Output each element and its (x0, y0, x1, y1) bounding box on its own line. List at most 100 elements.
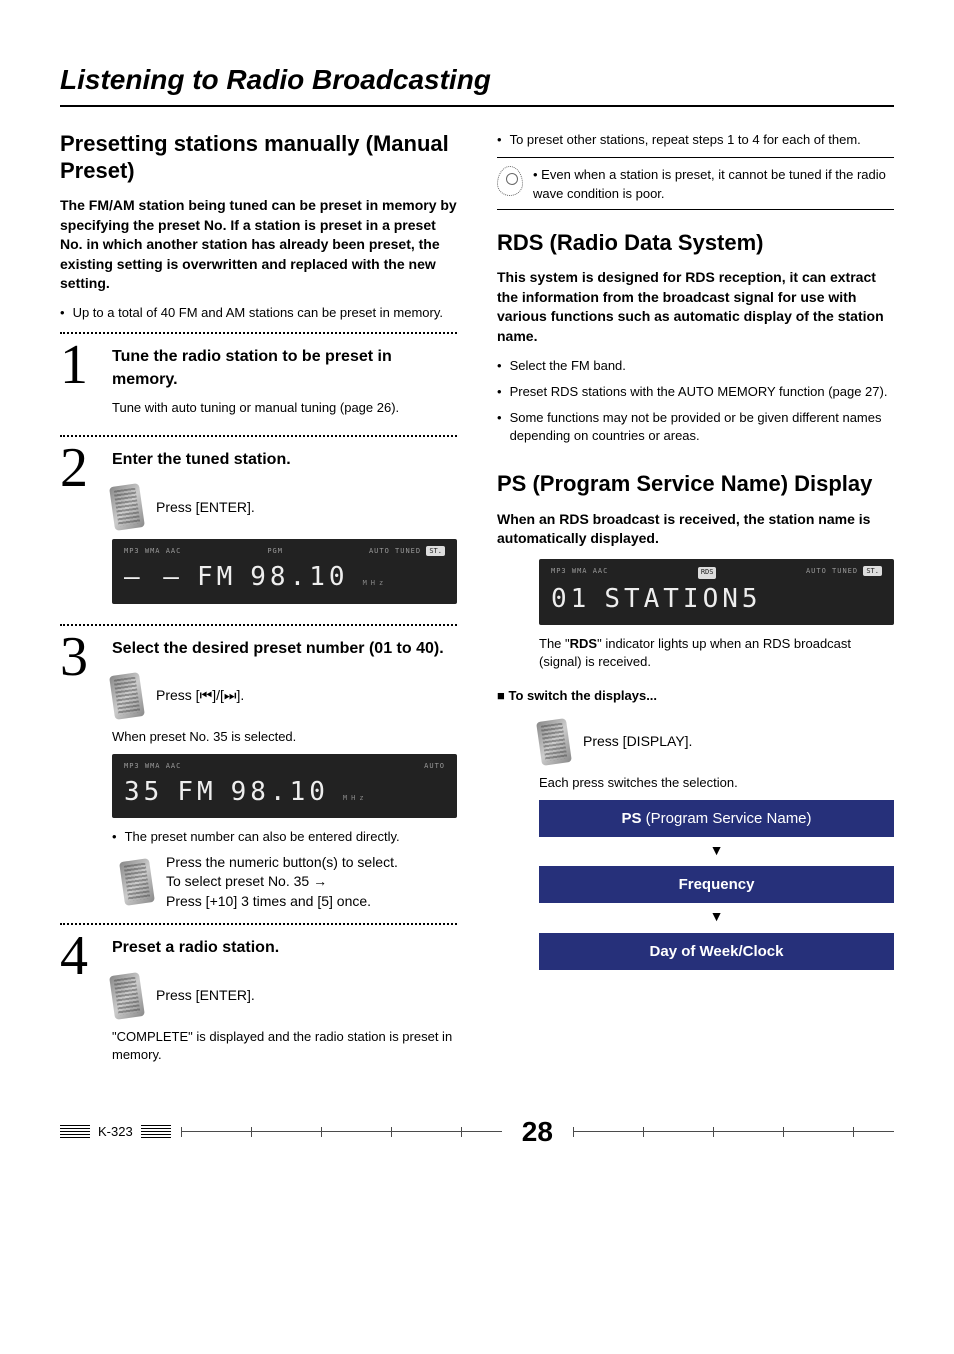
dotted-separator-icon (60, 332, 457, 334)
note-max-stations-text: Up to a total of 40 FM and AM stations c… (73, 304, 443, 322)
step-3-press-suf: ]. (236, 687, 244, 703)
lcd1-pgm: PGM (267, 547, 283, 557)
lcd1-auto-tuned: AUTO TUNED (369, 547, 421, 555)
tip-row: • Even when a station is preset, it cann… (497, 166, 894, 202)
rds-bullet-2: • Preset RDS stations with the AUTO MEMO… (497, 383, 894, 401)
step-2-title: Enter the tuned station. (112, 449, 457, 471)
remote-control-icon (109, 972, 145, 1020)
lcd1-band: FM (197, 559, 236, 595)
page-title: Listening to Radio Broadcasting (60, 60, 894, 107)
footer-model-text: K-323 (98, 1123, 133, 1141)
step-3-press-pre: Press [ (156, 687, 200, 703)
bullet-dot-icon: • (497, 357, 502, 375)
lcd-display-step2: MP3 WMA AAC PGM AUTO TUNED ST. – – FM 98… (112, 539, 457, 603)
lcd2-auto: AUTO (424, 762, 445, 772)
step-3-press-mid: ]/[ (212, 687, 224, 703)
remote-control-icon (109, 484, 145, 532)
step-4-press: Press [ENTER]. (156, 986, 255, 1006)
note-max-stations: • Up to a total of 40 FM and AM stations… (60, 304, 457, 322)
lcd-display-step3: MP3 WMA AAC AUTO 35 FM 98.10 MHz (112, 754, 457, 818)
flow-ps-bold: PS (621, 810, 641, 827)
lcd1-top-left: MP3 WMA AAC (124, 547, 181, 557)
remote-control-icon (119, 858, 155, 906)
dotted-separator-icon (60, 435, 457, 437)
flow-ps-rest: (Program Service Name) (641, 810, 811, 827)
ps-rds-caption: The "RDS" indicator lights up when an RD… (539, 635, 894, 671)
step-1-text: Tune with auto tuning or manual tuning (… (112, 399, 457, 417)
step-1: 1 Tune the radio station to be preset in… (60, 342, 457, 425)
bullet-dot-icon: • (112, 828, 117, 846)
manual-preset-intro: The FM/AM station being tuned can be pre… (60, 196, 457, 294)
ps-each-press: Each press switches the selection. (539, 774, 894, 792)
lightbulb-tip-icon (497, 166, 523, 196)
step-1-title: Tune the radio station to be preset in m… (112, 346, 457, 391)
footer-bars-icon (60, 1125, 90, 1139)
lcd1-stereo-badge: ST. (426, 546, 445, 556)
footer-bars-icon (141, 1125, 171, 1139)
left-column: Presetting stations manually (Manual Pre… (60, 131, 457, 1082)
page-footer: K-323 28 (60, 1112, 894, 1151)
down-arrow-icon: ▼ (539, 841, 894, 861)
lcd3-top-left: MP3 WMA AAC (551, 567, 608, 579)
bullet-dot-icon: • (533, 167, 541, 182)
lcd3-auto-tuned: AUTO TUNED (806, 567, 858, 575)
lcd1-freq: 98.10 (250, 559, 348, 595)
step-2: 2 Enter the tuned station. Press [ENTER]… (60, 445, 457, 614)
rds-intro: This system is designed for RDS receptio… (497, 268, 894, 346)
lcd3-rds-badge: RDS (698, 567, 717, 579)
ps-cap-pre: The " (539, 636, 570, 651)
rds-heading: RDS (Radio Data System) (497, 230, 894, 256)
step-3: 3 Select the desired preset number (01 t… (60, 634, 457, 914)
lcd3-stereo-badge: ST. (863, 566, 882, 576)
step-3-direct1: Press the numeric button(s) to select. (166, 853, 398, 873)
flow-clock-text: Day of Week/Clock (650, 943, 784, 960)
ps-intro: When an RDS broadcast is received, the s… (497, 510, 894, 549)
horizontal-rule-icon (497, 209, 894, 210)
right-column: • To preset other stations, repeat steps… (497, 131, 894, 1082)
remote-control-icon (109, 672, 145, 720)
lcd-display-ps: MP3 WMA AAC RDS AUTO TUNED ST. 01 STATIO… (539, 559, 894, 625)
footer-ruler-icon (573, 1127, 894, 1137)
ps-heading: PS (Program Service Name) Display (497, 471, 894, 497)
flow-freq-text: Frequency (679, 876, 755, 893)
repeat-note: • To preset other stations, repeat steps… (497, 131, 894, 149)
skip-forward-icon: ⏭ (224, 687, 237, 703)
bullet-dot-icon: • (60, 304, 65, 322)
lcd1-unit: MHz (363, 580, 388, 588)
lcd2-top-left: MP3 WMA AAC (124, 762, 181, 772)
rds-bullet-3: • Some functions may not be provided or … (497, 409, 894, 445)
flow-ps: PS (Program Service Name) (539, 800, 894, 837)
lcd2-preset: 35 (124, 774, 163, 810)
step-4-title: Preset a radio station. (112, 937, 457, 959)
rds-indicator-icon: RDS (570, 636, 597, 651)
rds-bullet-1: • Select the FM band. (497, 357, 894, 375)
skip-back-icon: ⏮ (200, 687, 213, 703)
step-3-number: 3 (60, 634, 100, 914)
repeat-note-text: To preset other stations, repeat steps 1… (510, 131, 861, 149)
step-3-direct3: Press [+10] 3 times and [5] once. (166, 892, 398, 912)
step-2-number: 2 (60, 445, 100, 614)
step-4-number: 4 (60, 933, 100, 1072)
page-number: 28 (512, 1112, 563, 1151)
rds-b2-text: Preset RDS stations with the AUTO MEMORY… (510, 383, 888, 401)
step-2-press: Press [ENTER]. (156, 498, 255, 518)
step-3-direct-text: The preset number can also be entered di… (125, 828, 400, 846)
step-3-direct-note: • The preset number can also be entered … (112, 828, 457, 846)
bullet-dot-icon: • (497, 383, 502, 401)
lcd1-preset: – – (124, 559, 183, 595)
step-3-direct2: To select preset No. 35 → (166, 872, 398, 892)
ps-press-display: Press [DISPLAY]. (583, 732, 692, 752)
step-3-title: Select the desired preset number (01 to … (112, 638, 457, 660)
switch-displays-heading: To switch the displays... (497, 687, 894, 705)
lcd2-band: FM (177, 774, 216, 810)
down-arrow-icon: ▼ (539, 907, 894, 927)
flow-frequency: Frequency (539, 866, 894, 903)
remote-control-icon (536, 718, 572, 766)
lcd3-preset: 01 (551, 581, 590, 617)
step-4-result: "COMPLETE" is displayed and the radio st… (112, 1028, 457, 1064)
dotted-separator-icon (60, 923, 457, 925)
step-3-press: Press [⏮]/[⏭]. (156, 686, 244, 706)
rds-b3-text: Some functions may not be provided or be… (510, 409, 894, 445)
lcd3-station-name: STATION5 (604, 581, 761, 617)
manual-preset-heading: Presetting stations manually (Manual Pre… (60, 131, 457, 184)
